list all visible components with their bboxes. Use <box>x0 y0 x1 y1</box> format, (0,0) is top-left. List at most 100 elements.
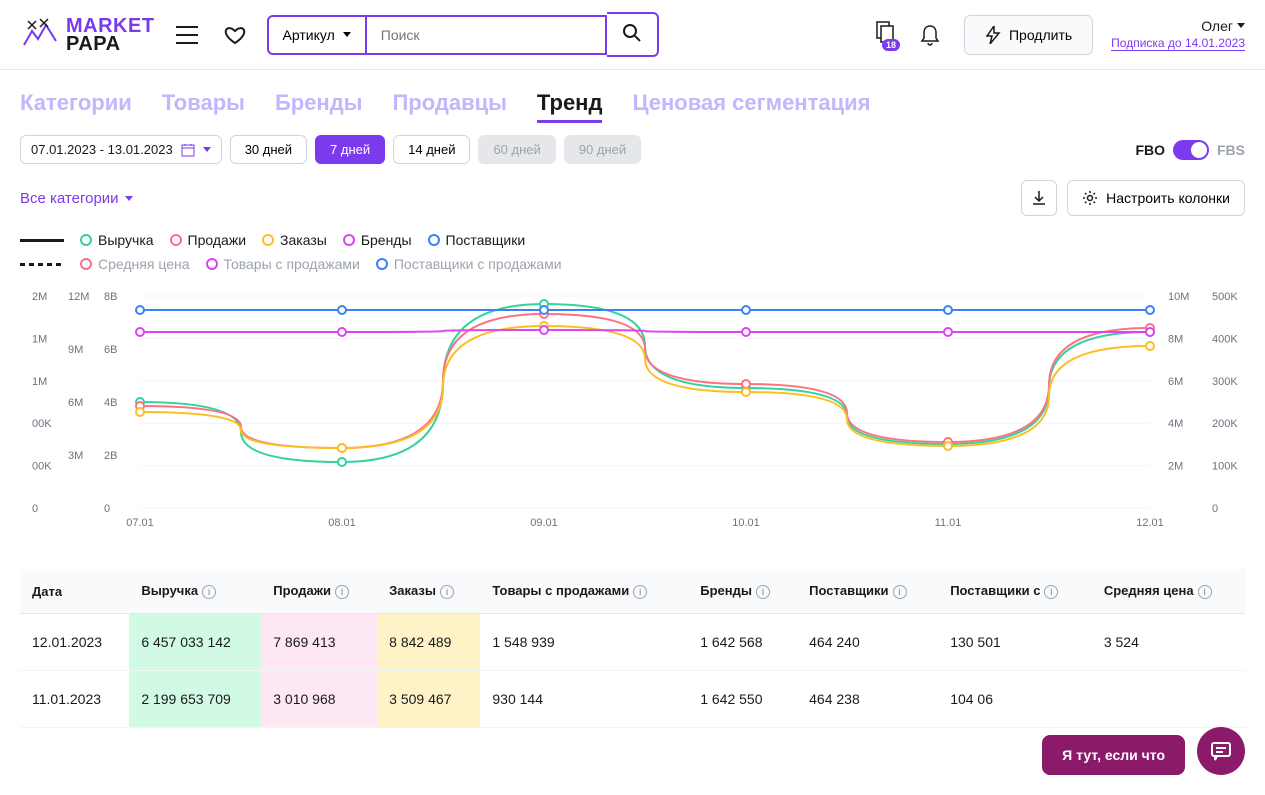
svg-text:12.01: 12.01 <box>1136 517 1164 529</box>
period-btn-4: 90 дней <box>564 135 641 164</box>
table-header[interactable]: Продажиi <box>261 569 377 614</box>
controls-bar: 07.01.2023 - 13.01.2023 30 дней 7 дней 14 … <box>0 135 1265 180</box>
chat-icon-button[interactable] <box>1197 727 1245 775</box>
table-cell: 3 010 968 <box>261 671 377 728</box>
svg-text:3M: 3M <box>68 450 83 462</box>
table-cell: 8 842 489 <box>377 614 480 671</box>
legend-item[interactable]: Средняя цена <box>80 256 190 272</box>
svg-text:4M: 4M <box>1168 418 1183 430</box>
data-table: ДатаВыручкаiПродажиiЗаказыiТовары с прод… <box>0 569 1265 728</box>
period-btn-0[interactable]: 30 дней <box>230 135 307 164</box>
legend-item[interactable]: Бренды <box>343 232 412 248</box>
logo-text-bottom: PAPA <box>66 35 155 53</box>
legend-dot <box>80 234 92 246</box>
svg-text:12M: 12M <box>68 291 89 303</box>
document-icon[interactable]: 18 <box>874 20 896 49</box>
search-button[interactable] <box>607 12 659 57</box>
table-header[interactable]: Выручкаi <box>129 569 261 614</box>
svg-text:0: 0 <box>32 503 38 515</box>
menu-icon[interactable] <box>171 19 203 51</box>
table-cell: 3 524 <box>1092 614 1245 671</box>
download-button[interactable] <box>1021 180 1057 216</box>
table-header[interactable]: Заказыi <box>377 569 480 614</box>
table-cell: 930 144 <box>480 671 688 728</box>
table-header[interactable]: Поставщикиi <box>797 569 938 614</box>
legend-item[interactable]: Товары с продажами <box>206 256 360 272</box>
chevron-down-icon <box>1237 23 1245 28</box>
legend-dot <box>170 234 182 246</box>
fbo-fbs-toggle[interactable] <box>1173 140 1209 160</box>
period-btn-3: 60 дней <box>478 135 555 164</box>
svg-text:1M: 1M <box>32 376 47 388</box>
svg-text:10.01: 10.01 <box>732 517 760 529</box>
table-header[interactable]: Товары с продажамиi <box>480 569 688 614</box>
extend-label: Продлить <box>1009 27 1072 43</box>
tab-1[interactable]: Товары <box>162 90 245 123</box>
subscription-link[interactable]: Подписка до 14.01.2023 <box>1111 36 1245 51</box>
chevron-down-icon <box>343 32 351 37</box>
svg-text:08.01: 08.01 <box>328 517 356 529</box>
table-cell: 1 642 568 <box>688 614 797 671</box>
tab-5[interactable]: Ценовая сегментация <box>632 90 870 123</box>
tab-2[interactable]: Бренды <box>275 90 363 123</box>
configure-columns-button[interactable]: Настроить колонки <box>1067 180 1245 216</box>
calendar-icon <box>181 143 195 157</box>
svg-text:10M: 10M <box>1168 291 1189 303</box>
svg-text:09.01: 09.01 <box>530 517 558 529</box>
legend-item[interactable]: Выручка <box>80 232 154 248</box>
table-row: 11.01.20232 199 653 7093 010 9683 509 46… <box>20 671 1245 728</box>
table-cell: 6 457 033 142 <box>129 614 261 671</box>
svg-text:1M: 1M <box>32 333 47 345</box>
table-header[interactable]: Брендыi <box>688 569 797 614</box>
download-icon <box>1031 190 1047 206</box>
date-range-picker[interactable]: 07.01.2023 - 13.01.2023 <box>20 135 222 164</box>
period-btn-2[interactable]: 14 дней <box>393 135 470 164</box>
chat-icon <box>1209 739 1233 763</box>
bell-icon[interactable] <box>914 19 946 51</box>
table-header[interactable]: Поставщики сi <box>938 569 1092 614</box>
legend-dot <box>376 258 388 270</box>
fbo-label: FBO <box>1135 142 1165 158</box>
table-cell: 3 509 467 <box>377 671 480 728</box>
chevron-down-icon <box>203 147 211 152</box>
search-input[interactable] <box>367 15 607 55</box>
extend-button[interactable]: Продлить <box>964 15 1093 55</box>
legend-item[interactable]: Поставщики <box>428 232 526 248</box>
table-cell: 7 869 413 <box>261 614 377 671</box>
legend-dot <box>80 258 92 270</box>
table-cell: 1 548 939 <box>480 614 688 671</box>
heart-icon[interactable] <box>219 19 251 51</box>
user-name-dropdown[interactable]: Олег <box>1111 18 1245 34</box>
category-dropdown[interactable]: Все категории <box>20 190 133 207</box>
search-type-label: Артикул <box>283 27 335 43</box>
svg-text:100K: 100K <box>1212 461 1238 473</box>
chart-area: 2M1M1M00K00K012M9M6M3M8B6B4B2B010M8M6M4M… <box>0 284 1265 569</box>
logo[interactable]: MARKET PAPA <box>20 17 155 53</box>
user-block: Олег Подписка до 14.01.2023 <box>1111 18 1245 52</box>
svg-text:200K: 200K <box>1212 418 1238 430</box>
table-cell: 2 199 653 709 <box>129 671 261 728</box>
table-cell: 1 642 550 <box>688 671 797 728</box>
table-cell: 464 240 <box>797 614 938 671</box>
table-cell: 11.01.2023 <box>20 671 129 728</box>
tab-4[interactable]: Тренд <box>537 90 603 123</box>
legend-item[interactable]: Продажи <box>170 232 246 248</box>
table-header[interactable]: Дата <box>20 569 129 614</box>
table-row: 12.01.20236 457 033 1427 869 4138 842 48… <box>20 614 1245 671</box>
tab-0[interactable]: Категории <box>20 90 132 123</box>
period-btn-1[interactable]: 7 дней <box>315 135 385 164</box>
table-cell: 12.01.2023 <box>20 614 129 671</box>
svg-text:07.01: 07.01 <box>126 517 154 529</box>
search-type-dropdown[interactable]: Артикул <box>267 15 367 55</box>
tab-3[interactable]: Продавцы <box>392 90 506 123</box>
svg-text:8M: 8M <box>1168 333 1183 345</box>
table-header[interactable]: Средняя ценаi <box>1092 569 1245 614</box>
legend-item[interactable]: Заказы <box>262 232 327 248</box>
table-cell <box>1092 671 1245 728</box>
svg-text:0: 0 <box>104 503 110 515</box>
chat-help-button[interactable]: Я тут, если что <box>1042 735 1185 775</box>
fbs-label: FBS <box>1217 142 1245 158</box>
legend-item[interactable]: Поставщики с продажами <box>376 256 562 272</box>
svg-text:00K: 00K <box>32 418 52 430</box>
logo-text-top: MARKET <box>66 17 155 35</box>
